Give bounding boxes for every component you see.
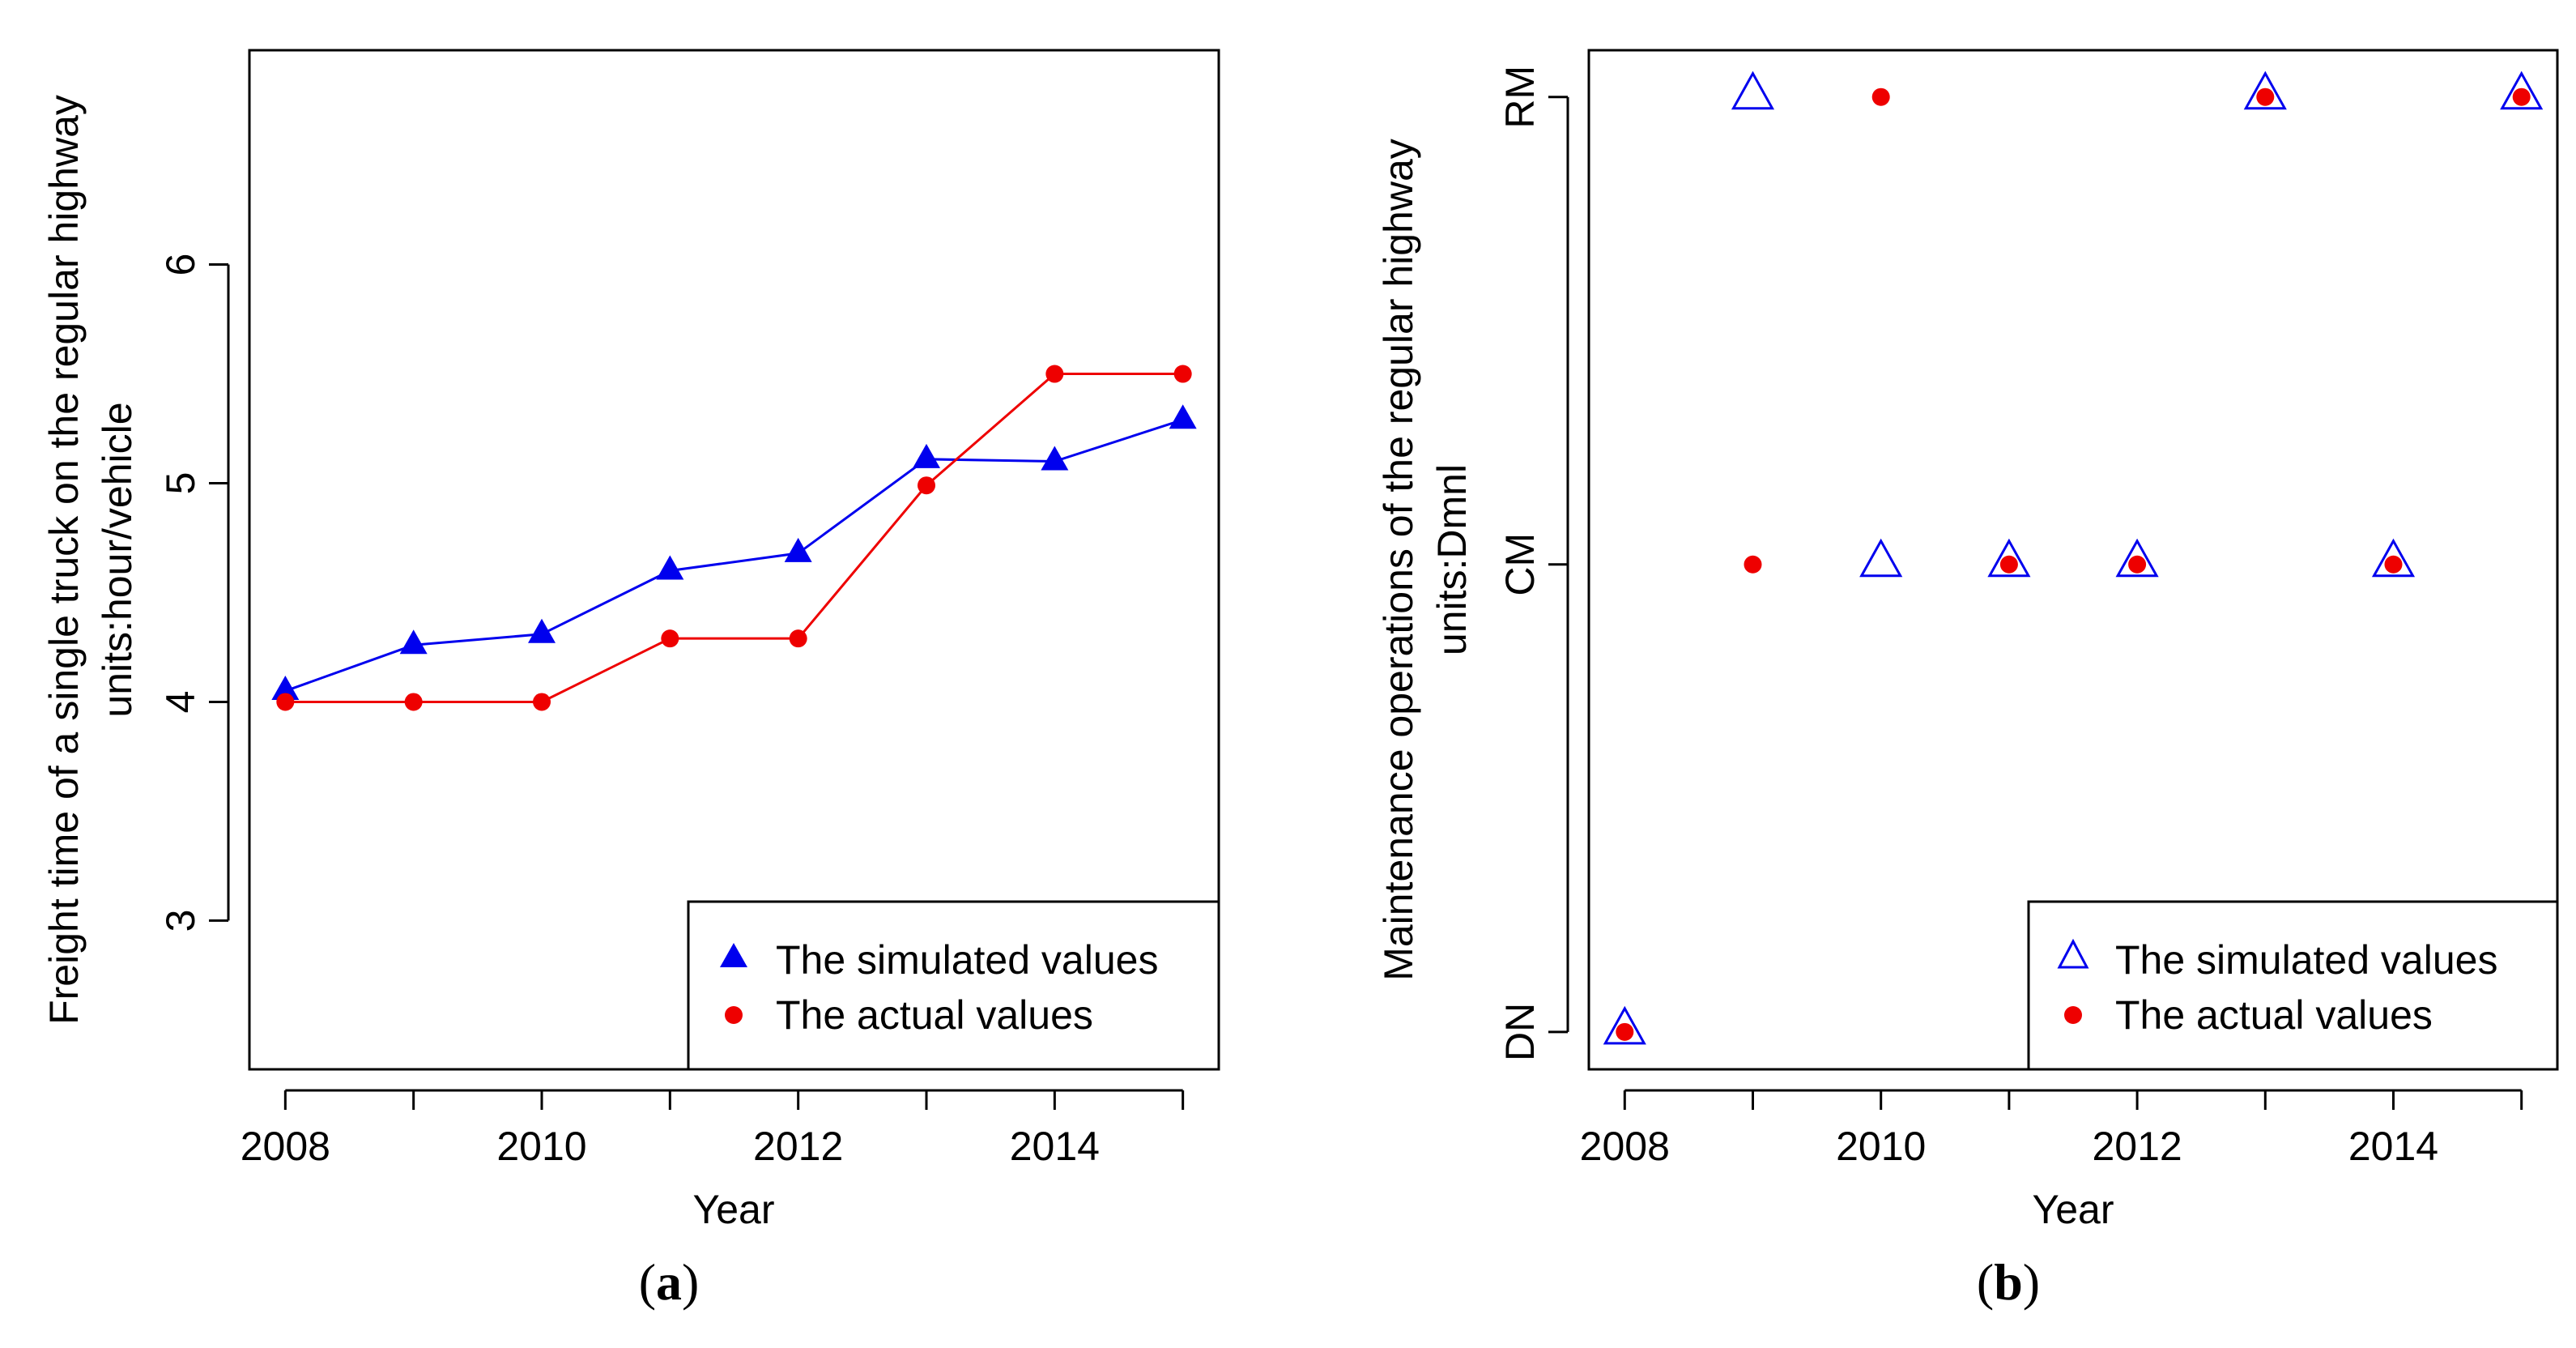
- chart-b-marks: [1603, 70, 2544, 1045]
- chart-a-series-1-point: [661, 629, 679, 648]
- chart-a-series-1-point: [1045, 365, 1064, 383]
- chart-a-series-1-point: [404, 693, 423, 711]
- chart-b-legend-actual-label: The actual values: [2115, 992, 2433, 1038]
- chart-b-legend-simulated-icon: [2057, 938, 2089, 969]
- chart-a-x-tick-label: 2014: [1010, 1124, 1100, 1169]
- chart-b-y-ticks: DN CM RM: [1497, 66, 1569, 1061]
- chart-a-series-0-point: [913, 443, 940, 468]
- chart-b-series-0-point: [2500, 70, 2544, 110]
- chart-b-series-1-point: [1744, 555, 1762, 574]
- chart-a-marks: [271, 365, 1197, 711]
- chart-b-x-tick-label: 2012: [2092, 1124, 2182, 1169]
- chart-a-y-axis-label-line2: units:hour/vehicle: [95, 402, 140, 717]
- chart-b-legend-box: [2027, 900, 2559, 1071]
- chart-a-series-0-point: [656, 555, 684, 580]
- chart-a-legend: The simulated values The actual values: [687, 900, 1220, 1071]
- chart-a-x-axis-label: Year: [692, 1187, 774, 1232]
- chart-a-series-0-line: [284, 418, 1184, 693]
- chart-b-x-tick-label: 2010: [1836, 1124, 1926, 1169]
- chart-a-legend-actual-label: The actual values: [776, 992, 1093, 1038]
- chart-a-series-0-point: [271, 675, 300, 700]
- chart-b-series-0-point: [2243, 70, 2287, 110]
- chart-a-series-0-point: [399, 629, 428, 655]
- chart-b-y-tick-label: DN: [1497, 1003, 1543, 1061]
- chart-a-legend-box: [687, 900, 1220, 1071]
- chart-a-series-0-point: [1041, 446, 1069, 471]
- chart-b-y-axis-label-line2: units:Dmnl: [1429, 464, 1475, 655]
- chart-a-series-1-point: [789, 629, 807, 648]
- chart-a-x-tick-label: 2012: [753, 1124, 843, 1169]
- chart-a-legend-simulated-label: The simulated values: [776, 937, 1158, 983]
- chart-b-y-axis-label-line1: Maintenance operations of the regular hi…: [1376, 139, 1421, 981]
- chart-a-y-tick-label: 3: [158, 910, 203, 932]
- chart-a: 2008 2010 2012 2014 3 4 5 6 Year Freight time …: [41, 49, 1220, 1311]
- chart-b-x-ticks: 2008 2010 2012 2014: [1580, 1089, 2523, 1169]
- chart-a-y-tick-label: 6: [158, 254, 203, 276]
- chart-b-series-0-point: [1859, 538, 1903, 578]
- chart-b-legend-actual-icon: [2064, 1006, 2082, 1024]
- chart-b-series-1-point: [2256, 87, 2275, 106]
- chart-a-series-0-point: [1169, 404, 1197, 429]
- chart-b-y-tick-label: RM: [1497, 66, 1543, 129]
- chart-b-series-1-point: [1871, 87, 1890, 106]
- chart-a-series-1-point: [1173, 365, 1192, 383]
- chart-a-series-1-point: [533, 693, 551, 711]
- chart-b-series-1-point: [1616, 1022, 1634, 1041]
- chart-a-x-ticks: 2008 2010 2012 2014: [241, 1089, 1185, 1169]
- chart-b-series-1-point: [1999, 555, 2018, 574]
- chart-a-series-1-point: [918, 476, 935, 495]
- chart-b-panel-label-close: ): [2023, 1253, 2040, 1311]
- chart-a-y-axis-label-line1: Freight time of a single truck on the re…: [41, 95, 87, 1025]
- chart-b-panel-label: (b): [1977, 1253, 2040, 1311]
- chart-b-series-0-point: [1603, 1005, 1646, 1045]
- chart-a-y-tick-label: 4: [158, 691, 203, 714]
- chart-b-y-tick-label: CM: [1497, 533, 1543, 596]
- chart-b-legend-simulated-label: The simulated values: [2115, 937, 2497, 983]
- chart-b-series-0-point: [1731, 70, 1775, 110]
- chart-b-x-tick-label: 2008: [1580, 1124, 1670, 1169]
- chart-a-panel-label: (a): [639, 1253, 700, 1311]
- chart-a-series-0-point: [784, 537, 812, 562]
- chart-a-x-tick-label: 2010: [496, 1124, 586, 1169]
- chart-b-series-0-point: [2115, 538, 2159, 578]
- chart-a-x-tick-label: 2008: [241, 1124, 330, 1169]
- chart-b-series-0-point: [1987, 538, 2031, 578]
- chart-b: 2008 2010 2012 2014 DN CM RM Year Maintenance…: [1376, 49, 2559, 1311]
- chart-a-legend-actual-icon: [725, 1006, 743, 1024]
- chart-a-panel-label-open: (: [639, 1253, 656, 1311]
- chart-a-series-1-point: [276, 693, 295, 711]
- chart-a-panel-label-close: ): [682, 1253, 699, 1311]
- chart-b-panel-label-letter: b: [1994, 1253, 2023, 1311]
- chart-a-series-0-point: [528, 618, 556, 643]
- chart-b-series-1-point: [2128, 555, 2147, 574]
- chart-a-y-ticks: 3 4 5 6: [158, 254, 230, 932]
- chart-b-series-1-point: [2512, 87, 2531, 106]
- chart-a-legend-simulated-icon: [720, 943, 747, 967]
- chart-b-series-1-point: [2384, 555, 2403, 574]
- chart-a-y-tick-label: 5: [158, 472, 203, 495]
- chart-b-legend: The simulated values The actual values: [2027, 900, 2559, 1071]
- chart-b-x-tick-label: 2014: [2348, 1124, 2438, 1169]
- chart-b-series-0-point: [2371, 538, 2416, 578]
- chart-a-series-1-line: [285, 373, 1183, 703]
- chart-b-panel-label-open: (: [1977, 1253, 1994, 1311]
- chart-a-panel-label-letter: a: [656, 1253, 682, 1311]
- chart-b-x-axis-label: Year: [2032, 1187, 2114, 1232]
